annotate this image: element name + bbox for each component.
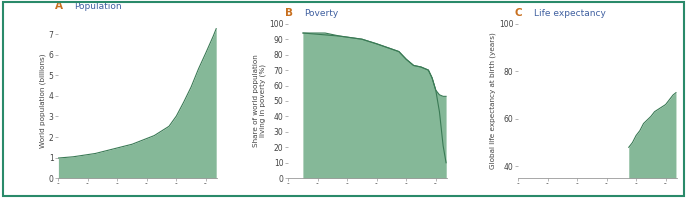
Y-axis label: Global life expectancy at birth (years): Global life expectancy at birth (years) (490, 33, 496, 169)
Text: C: C (515, 8, 523, 18)
Y-axis label: Share of world population
living in poverty (%): Share of world population living in pove… (253, 55, 266, 147)
Text: A: A (55, 1, 63, 11)
Text: Life expectancy: Life expectancy (534, 9, 606, 18)
Text: Poverty: Poverty (304, 9, 339, 18)
Text: Population: Population (74, 2, 122, 11)
Y-axis label: World population (billions): World population (billions) (39, 54, 46, 148)
Text: B: B (285, 8, 293, 18)
